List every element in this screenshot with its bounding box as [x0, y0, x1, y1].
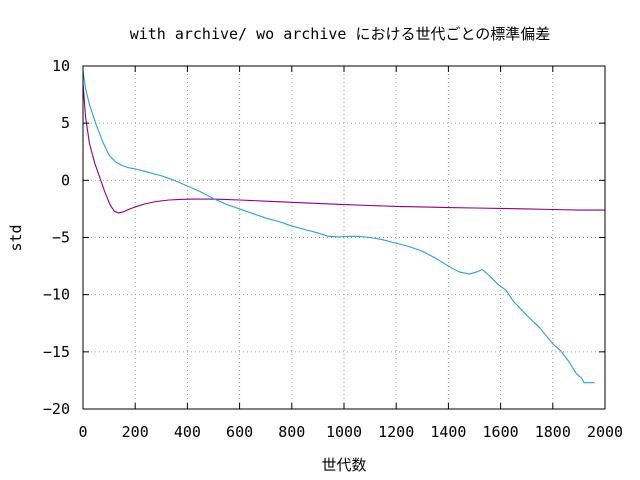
- x-tick-label: 800: [278, 423, 305, 441]
- x-tick-label: 2000: [587, 423, 623, 441]
- x-tick-label: 600: [226, 423, 253, 441]
- x-tick-label: 0: [78, 423, 87, 441]
- y-axis-label: std: [7, 224, 25, 251]
- x-tick-label: 200: [122, 423, 149, 441]
- x-tick-labels: 0 200 400 600 800 1000 1200 1400 1600 1800 2000: [78, 423, 623, 441]
- chart-title: with archive/ wo archive における世代ごとの標準偏差: [130, 25, 551, 43]
- series-layer: [82, 70, 605, 384]
- axis-ticks: [82, 65, 606, 410]
- x-tick-label: 1000: [326, 423, 362, 441]
- series-line-2: [82, 70, 595, 384]
- x-axis-label: 世代数: [321, 456, 366, 474]
- x-tick-label: 1400: [430, 423, 466, 441]
- y-tick-labels: −20 −15 −10 −5 0 5 10: [43, 57, 70, 418]
- x-tick-label: 400: [174, 423, 201, 441]
- grid-lines: [83, 66, 605, 409]
- x-tick-label: 1600: [483, 423, 519, 441]
- y-tick-label: −15: [43, 343, 70, 361]
- y-tick-label: −5: [52, 229, 70, 247]
- y-tick-label: −10: [43, 286, 70, 304]
- y-tick-label: 5: [61, 114, 70, 132]
- x-tick-label: 1800: [535, 423, 571, 441]
- series-line-1: [82, 83, 605, 214]
- y-tick-label: 0: [61, 171, 70, 189]
- y-tick-label: 10: [52, 57, 70, 75]
- x-tick-label: 1200: [378, 423, 414, 441]
- y-tick-label: −20: [43, 400, 70, 418]
